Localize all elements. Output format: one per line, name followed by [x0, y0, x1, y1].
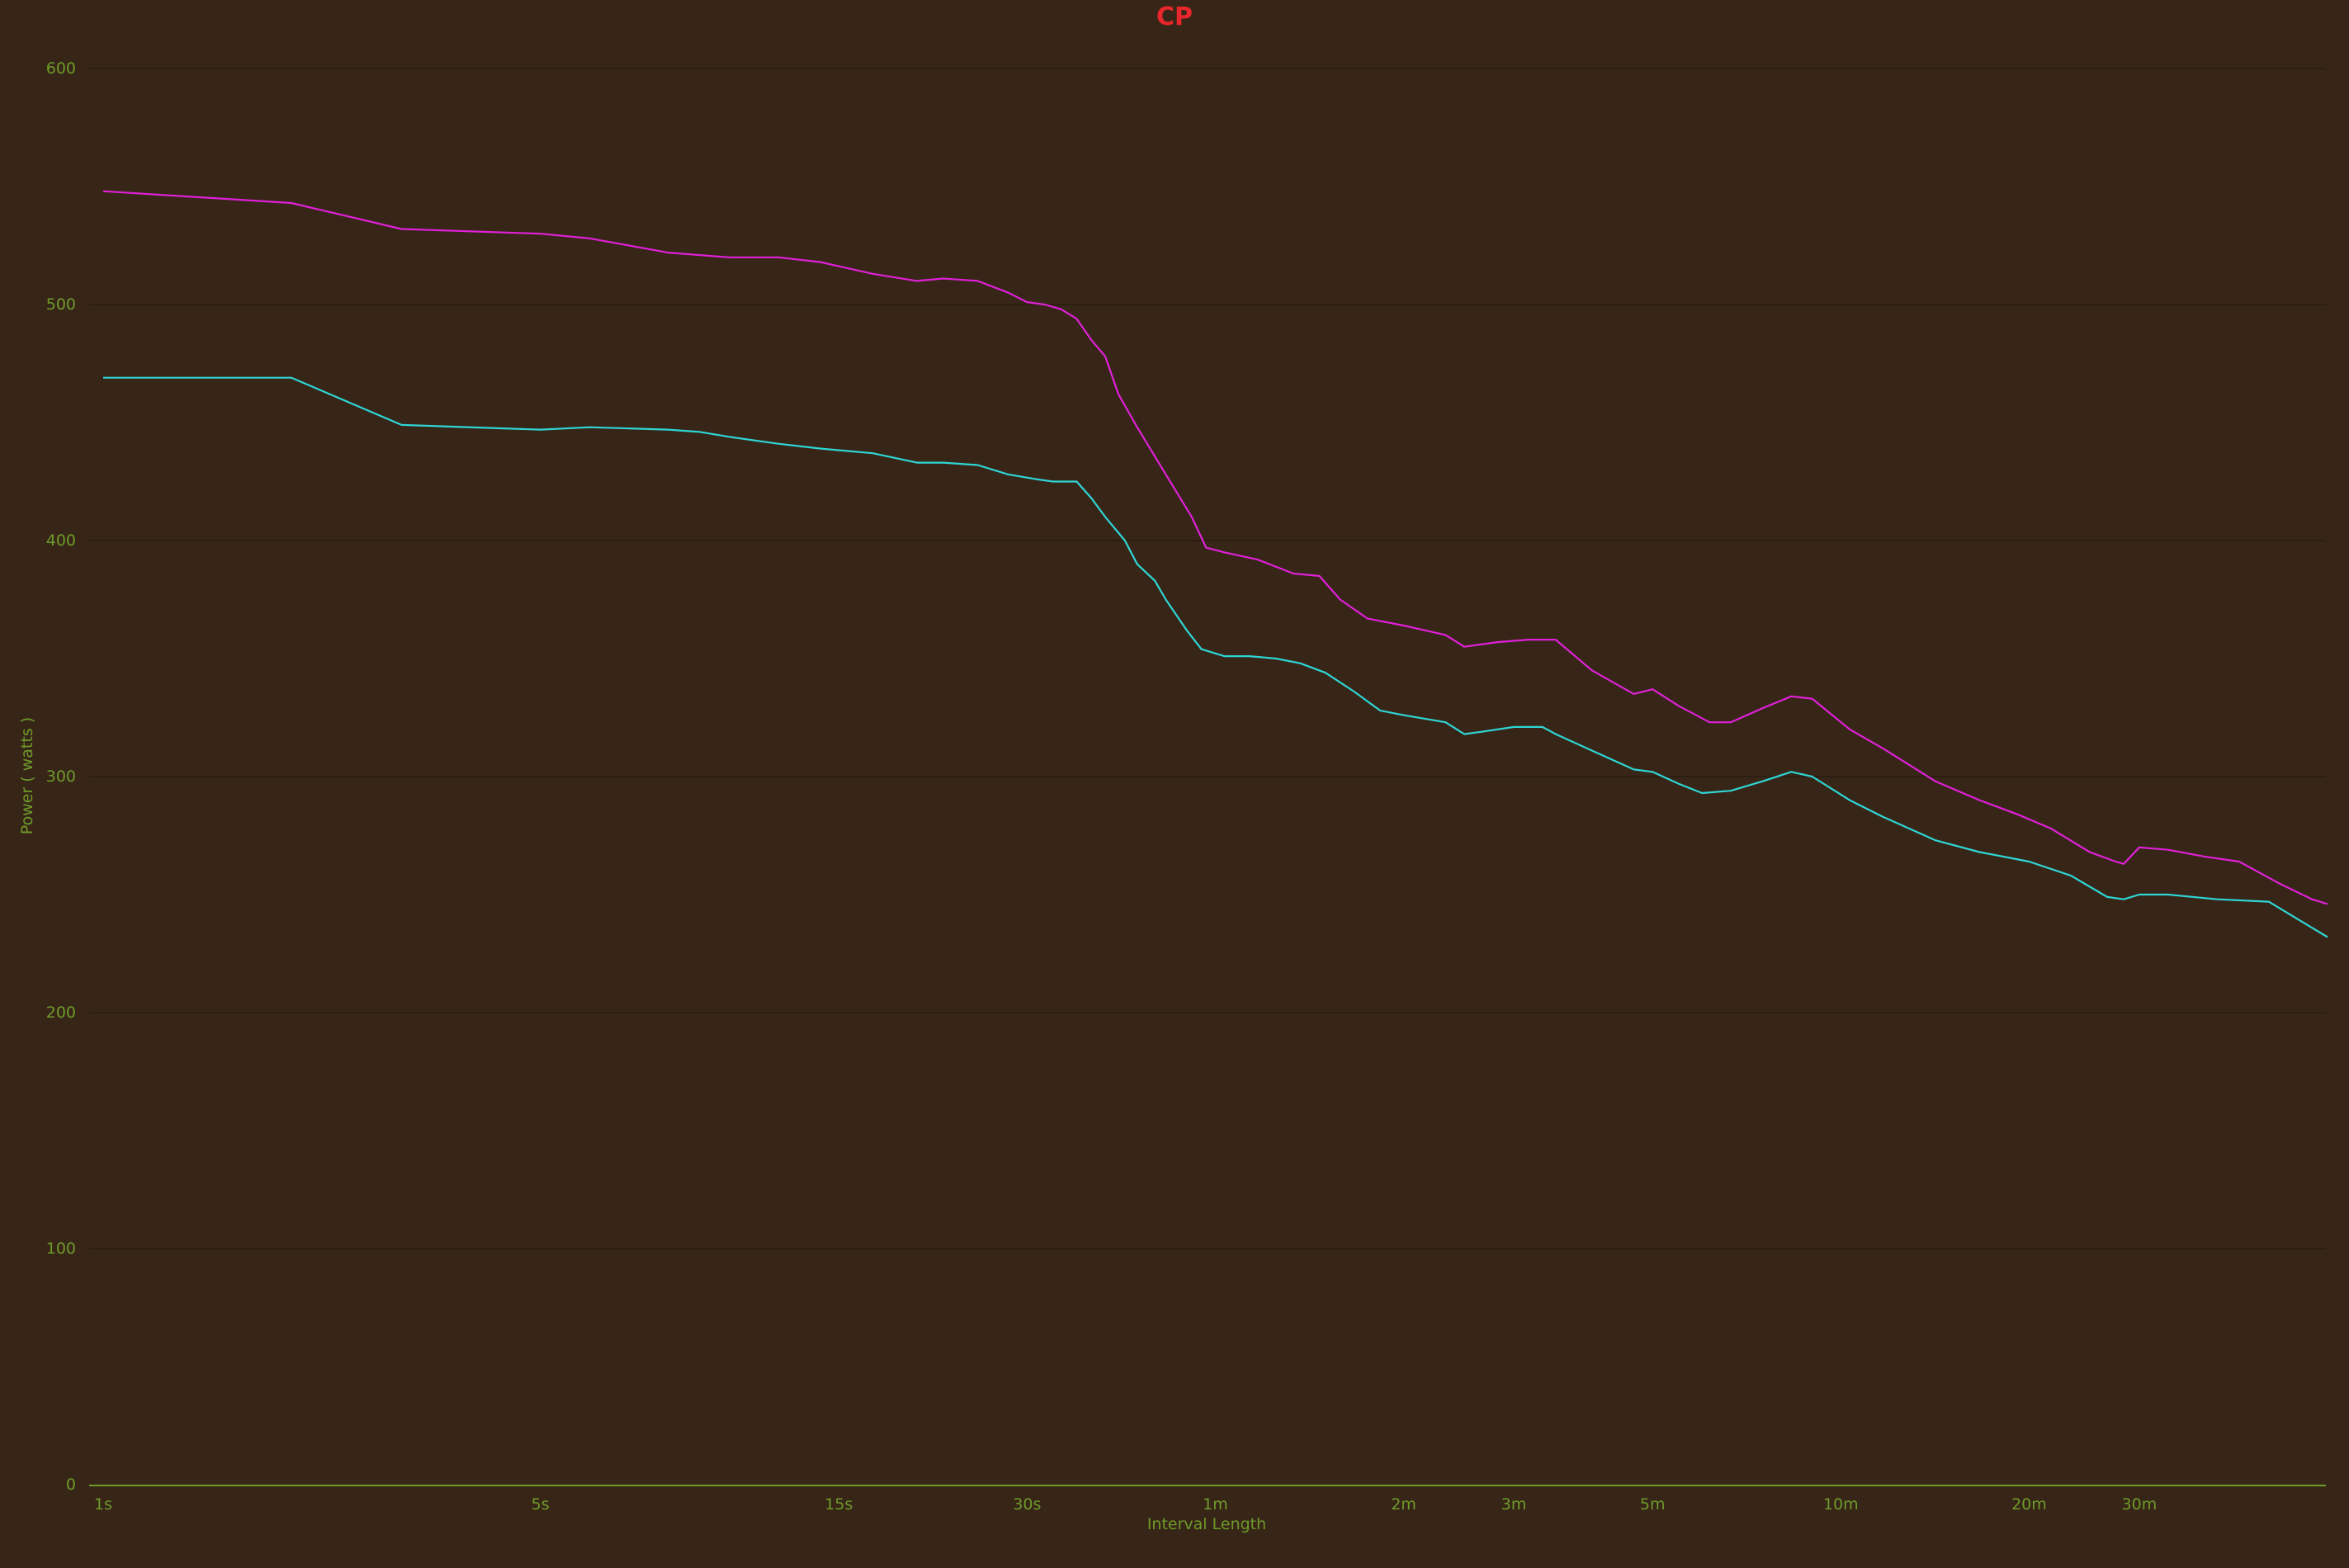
x-tick-label-5s: 5s	[532, 1495, 550, 1514]
y-axis-title: Power ( watts )	[18, 717, 36, 834]
x-tick-label-10m: 10m	[1823, 1495, 1859, 1514]
y-tick-label-400: 400	[46, 531, 76, 550]
x-tick-label-2m: 2m	[1391, 1495, 1416, 1514]
y-tick-label-0: 0	[66, 1476, 76, 1494]
y-tick-label-600: 600	[46, 59, 76, 78]
x-tick-label-1m: 1m	[1203, 1495, 1228, 1514]
y-tick-label-100: 100	[46, 1240, 76, 1258]
x-tick-label-5m: 5m	[1640, 1495, 1666, 1514]
x-axis-title: Interval Length	[1147, 1515, 1266, 1533]
chart-title: CP	[1156, 2, 1193, 31]
x-tick-label-20m: 20m	[2011, 1495, 2047, 1514]
y-tick-label-300: 300	[46, 767, 76, 786]
y-axis-ticks: 0 100 200 300 400 500 600	[46, 59, 76, 1494]
y-tick-label-500: 500	[46, 295, 76, 314]
x-tick-label-30s: 30s	[1013, 1495, 1041, 1514]
series-lines	[102, 190, 2328, 938]
series-line-2	[103, 376, 2328, 938]
x-axis-ticks: 1s 5s 15s 30s 1m 2m 3m 5m 10m 20m 30m	[94, 1495, 2157, 1514]
x-tick-label-3m: 3m	[1501, 1495, 1527, 1514]
x-tick-label-1s: 1s	[94, 1495, 112, 1514]
x-tick-label-30m: 30m	[2122, 1495, 2158, 1514]
x-tick-label-15s: 15s	[825, 1495, 853, 1514]
grid-lines	[89, 68, 2326, 1249]
series-line-1	[102, 190, 2328, 905]
y-tick-label-200: 200	[46, 1004, 76, 1022]
